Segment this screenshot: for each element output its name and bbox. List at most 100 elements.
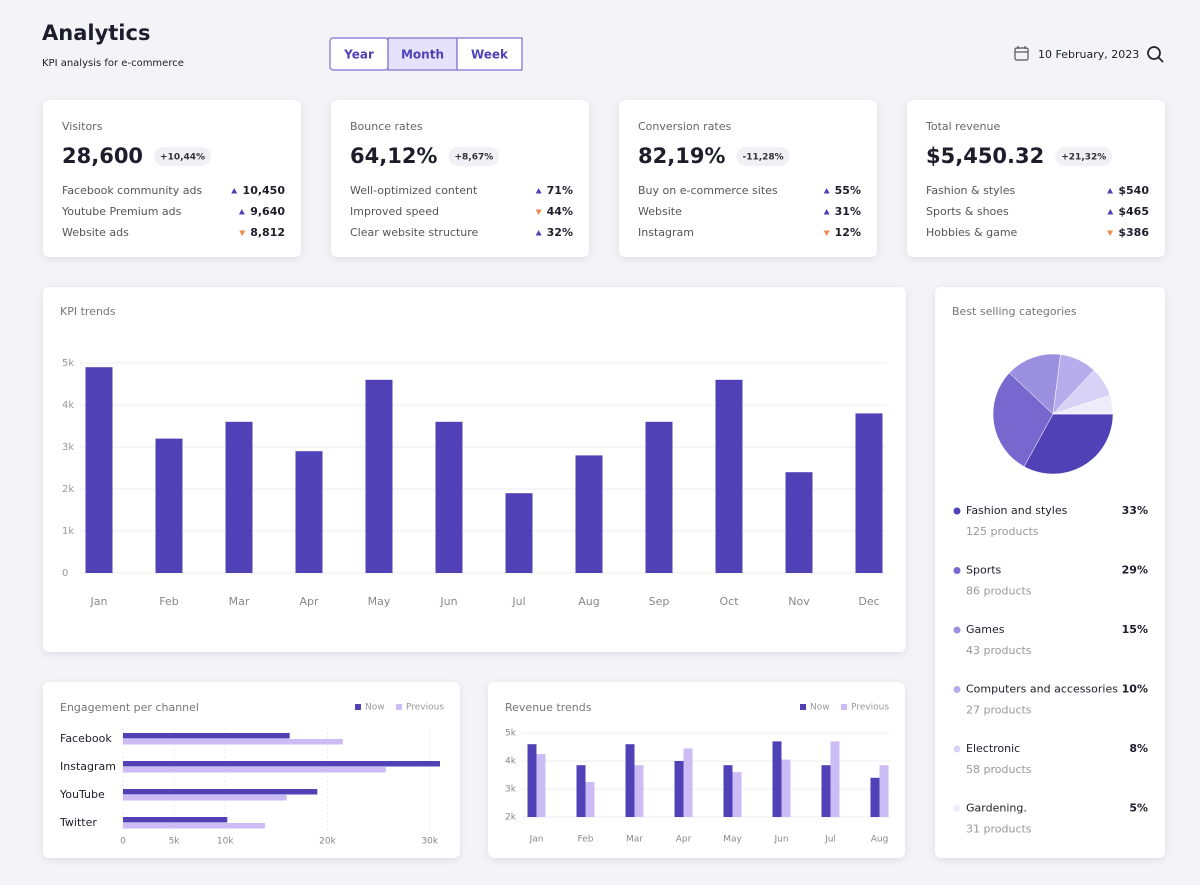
legend-value: 8%	[1129, 742, 1148, 755]
legend-label: Gardening.	[966, 802, 1027, 815]
kpi-row-value: 12%	[835, 226, 861, 239]
legend-label: Now	[365, 703, 385, 713]
legend-label: Sports	[966, 564, 1002, 577]
pie-slice	[1023, 413, 1114, 475]
bar	[123, 733, 290, 739]
legend-label: Previous	[406, 703, 444, 713]
kpi-change: -11,28%	[742, 153, 783, 163]
chart-title: KPI trends	[60, 305, 116, 318]
kpi-row-value: $465	[1118, 205, 1149, 218]
bar	[674, 761, 684, 817]
chart-card	[43, 287, 906, 652]
tab-label[interactable]: Year	[343, 48, 374, 62]
kpi-row-value: $386	[1118, 226, 1149, 239]
legend-dot	[953, 686, 961, 693]
bar	[715, 379, 743, 573]
trend-arrow	[535, 230, 542, 236]
tab-button[interactable]	[387, 37, 458, 71]
trend-arrow	[823, 209, 830, 215]
legend-value: 15%	[1122, 623, 1148, 636]
kpi-title: Conversion rates	[638, 120, 732, 133]
y-tick-label: 5k	[62, 358, 74, 369]
kpi-change: +21,32%	[1061, 153, 1106, 163]
y-tick-label: 3k	[505, 785, 517, 795]
kpi-row-value: 10,450	[243, 184, 286, 197]
legend-detail: 86 products	[966, 585, 1032, 598]
x-tick-label: May	[723, 835, 742, 845]
x-tick-label: Feb	[159, 595, 178, 608]
kpi-change-pill	[736, 147, 790, 166]
x-tick-label: Oct	[719, 595, 739, 608]
x-tick-label: Mar	[626, 835, 643, 845]
x-tick-label: Mar	[229, 595, 250, 608]
kpi-title: Total revenue	[925, 120, 1000, 133]
x-tick-label: Apr	[676, 835, 692, 845]
kpi-row-value: 44%	[547, 205, 573, 218]
trend-arrow	[823, 230, 830, 236]
legend-label: Now	[810, 703, 830, 713]
legend-detail: 31 products	[966, 823, 1032, 836]
x-tick-label: Jan	[90, 595, 108, 608]
bar	[123, 795, 287, 801]
kpi-change-pill	[1055, 147, 1113, 166]
bar	[123, 767, 386, 773]
bar	[645, 421, 673, 573]
bar	[123, 789, 318, 795]
legend-swatch	[800, 704, 806, 710]
kpi-row-value: $540	[1118, 184, 1149, 197]
kpi-card	[619, 100, 877, 257]
bar	[723, 765, 733, 817]
legend-detail: 43 products	[966, 644, 1032, 657]
bar	[855, 413, 883, 573]
tab-label[interactable]: Week	[471, 48, 509, 62]
kpi-card	[331, 100, 589, 257]
legend-dot	[953, 626, 961, 634]
page-subtitle: KPI analysis for e-commerce	[42, 58, 184, 69]
legend-value: 29%	[1122, 564, 1148, 577]
bar	[575, 455, 603, 573]
chart-title: Engagement per channel	[60, 701, 199, 714]
legend-detail: 58 products	[966, 763, 1032, 776]
tab-label[interactable]: Month	[401, 48, 444, 62]
kpi-row-label: Website	[638, 205, 682, 218]
kpi-value: 28,600	[62, 144, 143, 168]
tab-button[interactable]	[456, 37, 523, 71]
kpi-title: Visitors	[62, 120, 103, 133]
bar	[576, 765, 586, 817]
kpi-row-value: 8,812	[250, 226, 285, 239]
bar	[123, 823, 266, 829]
kpi-row-label: Clear website structure	[350, 226, 479, 239]
kpi-card	[907, 100, 1165, 257]
kpi-row-label: Buy on e-commerce sites	[638, 184, 778, 197]
x-tick-label: Jun	[439, 595, 457, 608]
kpi-row-label: Improved speed	[350, 205, 439, 218]
bar	[830, 741, 840, 817]
bar	[365, 379, 393, 573]
search-button[interactable]	[1147, 46, 1164, 63]
bar	[435, 421, 463, 573]
kpi-row-label: Sports & shoes	[926, 205, 1009, 218]
legend-detail: 27 products	[966, 704, 1032, 717]
bar	[781, 759, 791, 817]
bar	[870, 777, 880, 817]
y-tick-label: 4k	[62, 400, 74, 411]
legend-value: 33%	[1122, 504, 1148, 517]
bar	[123, 761, 440, 767]
kpi-row-label: Website ads	[62, 226, 129, 239]
bar	[85, 367, 113, 573]
kpi-change: +8,67%	[454, 153, 493, 163]
x-tick-label: May	[368, 595, 391, 608]
bar	[634, 765, 644, 817]
x-tick-label: Jan	[529, 835, 544, 845]
bar	[505, 493, 533, 573]
trend-arrow	[535, 209, 542, 215]
legend-label: Fashion and styles	[966, 504, 1068, 517]
bar	[772, 741, 782, 817]
x-tick-label: 30k	[421, 837, 438, 847]
y-tick-label: 0	[62, 568, 68, 579]
x-tick-label: Aug	[871, 835, 889, 845]
trend-arrow	[238, 209, 245, 215]
legend-label: Computers and accessories	[966, 683, 1118, 696]
bar	[683, 748, 693, 817]
